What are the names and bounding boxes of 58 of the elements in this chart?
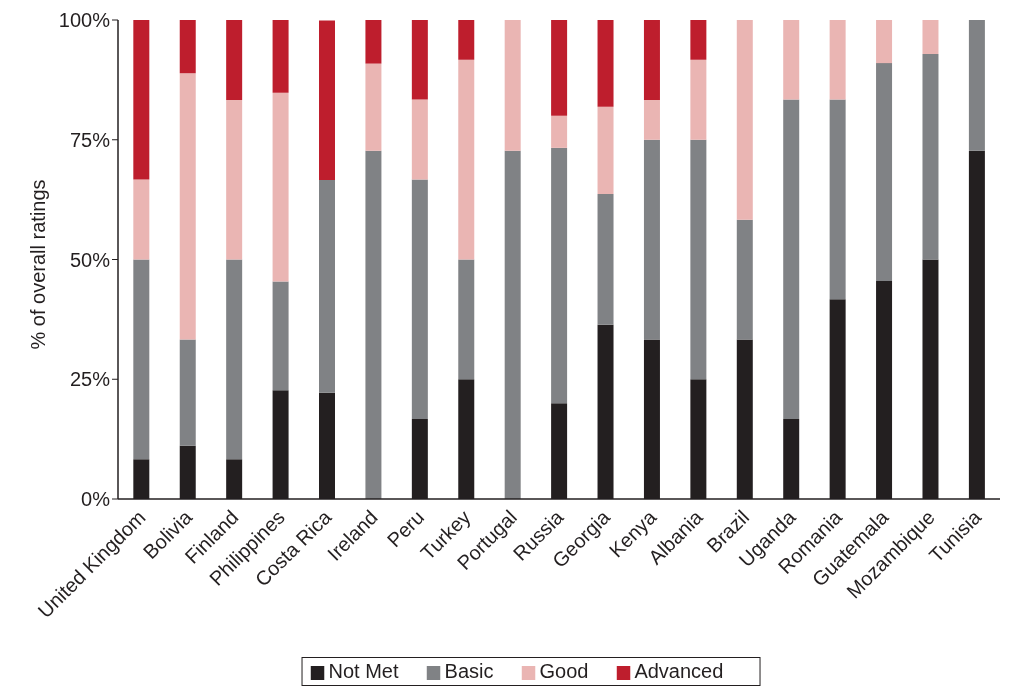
bar bbox=[179, 20, 196, 74]
bar bbox=[365, 20, 382, 64]
bar bbox=[179, 73, 196, 340]
bar bbox=[922, 20, 939, 55]
legend-label: Good bbox=[539, 660, 589, 682]
legend-label: Basic bbox=[444, 660, 494, 682]
bar bbox=[597, 20, 614, 107]
y-tick-label: 25% bbox=[69, 368, 111, 391]
bar bbox=[968, 20, 985, 151]
bar bbox=[319, 20, 335, 180]
y-tick-label: 75% bbox=[69, 128, 111, 151]
bar bbox=[643, 20, 660, 100]
legend-label: Advanced bbox=[634, 660, 724, 682]
bar bbox=[829, 20, 846, 100]
bar bbox=[876, 20, 893, 64]
y-tick-label: 100% bbox=[58, 9, 111, 32]
bar bbox=[643, 99, 660, 140]
bar bbox=[133, 259, 150, 460]
bar bbox=[272, 92, 289, 282]
bar bbox=[272, 281, 289, 391]
bar bbox=[365, 150, 382, 499]
bar bbox=[783, 99, 800, 420]
bar bbox=[411, 20, 428, 100]
bar bbox=[736, 20, 753, 220]
bar bbox=[458, 59, 475, 260]
bar bbox=[829, 99, 846, 300]
bar bbox=[922, 54, 939, 260]
bar bbox=[272, 20, 289, 93]
bar bbox=[365, 63, 382, 151]
bar bbox=[226, 20, 243, 100]
bar bbox=[179, 339, 196, 446]
bar bbox=[690, 139, 707, 380]
legend-label: Not Met bbox=[328, 660, 399, 682]
bar bbox=[133, 20, 150, 180]
bar bbox=[551, 20, 568, 116]
y-tick-label: 0% bbox=[81, 488, 111, 511]
bar bbox=[690, 59, 707, 140]
bar bbox=[551, 115, 568, 148]
bar bbox=[319, 179, 335, 393]
bar bbox=[411, 99, 428, 180]
bar bbox=[783, 20, 800, 100]
bar bbox=[411, 179, 428, 420]
bar bbox=[226, 99, 243, 260]
bar bbox=[133, 179, 150, 260]
bar bbox=[876, 63, 893, 282]
bar bbox=[504, 150, 521, 499]
bar bbox=[458, 20, 475, 60]
bar bbox=[551, 147, 568, 404]
bar bbox=[458, 259, 475, 380]
bar bbox=[226, 259, 243, 460]
bar bbox=[736, 219, 753, 340]
bar bbox=[690, 20, 707, 60]
bar bbox=[597, 106, 614, 194]
bar bbox=[597, 193, 614, 325]
y-axis-title: % of overall ratings bbox=[27, 179, 50, 350]
y-tick-label: 50% bbox=[69, 248, 111, 271]
bar bbox=[504, 20, 521, 151]
bar bbox=[643, 139, 660, 340]
